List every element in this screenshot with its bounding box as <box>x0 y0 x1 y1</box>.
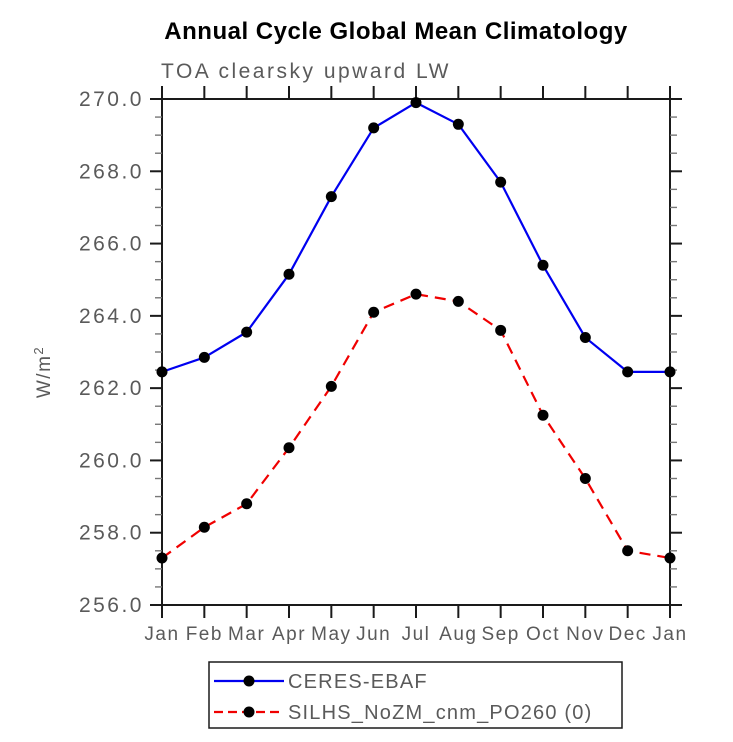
legend-marker <box>243 706 255 718</box>
y-axis-tick-label: 264.0 <box>79 305 144 328</box>
data-series <box>156 97 676 564</box>
data-point-marker <box>495 176 507 188</box>
data-point-marker <box>410 97 422 109</box>
data-point-marker <box>156 366 168 378</box>
legend: CERES-EBAF SILHS_NoZM_cnm_PO260 (0) <box>208 661 623 729</box>
x-axis-tick-label: Aug <box>439 624 477 645</box>
x-axis-tick-label: May <box>311 624 351 645</box>
data-point-marker <box>325 191 337 203</box>
y-axis-tick-label: 270.0 <box>79 88 144 111</box>
data-point-marker <box>622 545 634 557</box>
x-axis-tick-label: Dec <box>609 624 647 645</box>
data-point-marker <box>325 380 337 392</box>
data-point-marker <box>495 324 507 336</box>
data-point-marker <box>198 521 210 533</box>
axes: 256.0 258.0 260.0 262.0 264.0 266.0 268.0 270.0… <box>79 86 687 645</box>
y-axis-tick-label: 268.0 <box>79 160 144 183</box>
x-axis-tick-label: Apr <box>272 624 306 645</box>
y-axis-tick-label: 258.0 <box>79 522 144 545</box>
x-axis-tick-label: Jan <box>652 624 687 645</box>
plot-frame <box>161 98 671 606</box>
legend-box <box>208 661 623 729</box>
legend-item: CERES-EBAF <box>214 671 428 693</box>
data-point-marker <box>241 326 253 338</box>
x-axis-tick-label: Nov <box>566 624 604 645</box>
legend-item: SILHS_NoZM_cnm_PO260 (0) <box>214 702 592 724</box>
data-point-marker <box>241 498 253 510</box>
chart-subtitle: TOA clearsky upward LW <box>161 60 451 83</box>
x-axis-tick-label: Sep <box>482 624 520 645</box>
x-axis-tick-label: Jan <box>144 624 179 645</box>
y-axis-tick-label: 260.0 <box>79 449 144 472</box>
y-axis-tick-label: 266.0 <box>79 233 144 256</box>
x-axis-tick-label: Feb <box>186 624 223 645</box>
data-point-marker <box>283 442 295 454</box>
data-point-marker <box>537 259 549 271</box>
legend-marker <box>243 675 255 687</box>
data-point-marker <box>283 268 295 280</box>
data-point-marker <box>410 288 422 300</box>
chart-title: Annual Cycle Global Mean Climatology <box>164 18 628 45</box>
legend-label: CERES-EBAF <box>288 671 428 693</box>
data-point-marker <box>198 351 210 363</box>
series-line <box>161 293 671 560</box>
data-point-marker <box>368 122 380 134</box>
y-axis-label: W/m2 <box>31 346 55 398</box>
data-point-marker <box>622 366 634 378</box>
data-point-marker <box>579 473 591 484</box>
data-point-marker <box>156 552 168 564</box>
series-line <box>161 101 670 373</box>
data-point-marker <box>452 118 464 130</box>
x-axis-tick-label: Jun <box>356 624 391 645</box>
y-axis-tick-label: 256.0 <box>79 594 144 617</box>
data-point-marker <box>537 409 549 421</box>
data-point-marker <box>579 332 591 344</box>
y-axis-tick-label: 262.0 <box>79 377 144 400</box>
x-axis-tick-label: Mar <box>228 624 265 645</box>
x-axis-tick-label: Jul <box>402 624 431 645</box>
data-point-marker <box>664 366 676 378</box>
legend-label: SILHS_NoZM_cnm_PO260 (0) <box>288 702 592 724</box>
series-ceres-ebaf <box>156 97 676 378</box>
data-point-marker <box>368 306 380 318</box>
series-silhs-nozm-cnm-po260-0- <box>156 288 676 564</box>
data-point-marker <box>452 295 464 307</box>
x-axis-tick-label: Oct <box>526 624 560 645</box>
data-point-marker <box>664 552 676 564</box>
